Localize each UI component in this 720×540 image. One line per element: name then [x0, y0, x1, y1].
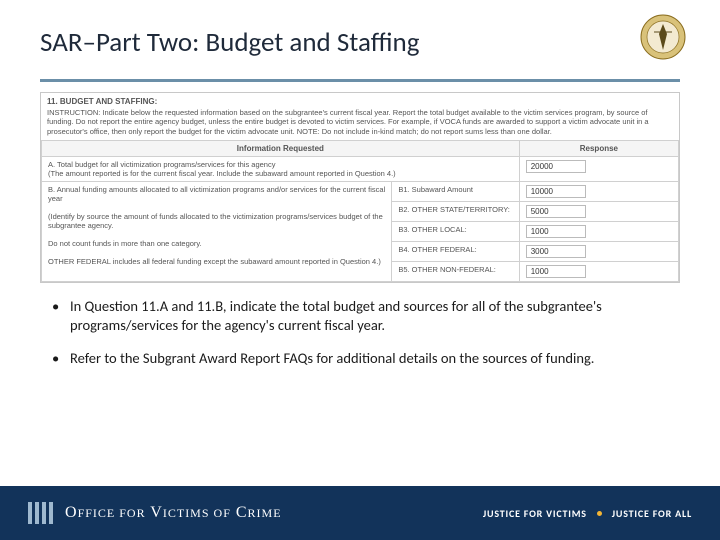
col-header-response: Response — [519, 141, 678, 157]
b1-value: 10000 — [526, 185, 586, 198]
b1-label: B1. Subaward Amount — [392, 182, 519, 202]
b5-label: B5. OTHER NON-FEDERAL: — [392, 262, 519, 282]
row-a-label: A. Total budget for all victimization pr… — [42, 157, 520, 182]
footer-tag-2: JUSTICE FOR ALL — [612, 507, 692, 520]
col-header-info: Information Requested — [42, 141, 520, 157]
ovc-pillars-icon — [28, 502, 53, 524]
b5-value: 1000 — [526, 265, 586, 278]
form-section-number: 11. BUDGET AND STAFFING: — [41, 93, 679, 108]
footer-bar: OFFICE FOR VICTIMS OF CRIME JUSTICE FOR … — [0, 486, 720, 540]
b3-value: 1000 — [526, 225, 586, 238]
explanatory-bullets: In Question 11.A and 11.B, indicate the … — [52, 297, 668, 368]
footer-office-name: OFFICE FOR VICTIMS OF CRIME — [65, 504, 282, 522]
b4-value: 3000 — [526, 245, 586, 258]
header-rule — [40, 79, 680, 82]
b2-value: 5000 — [526, 205, 586, 218]
budget-table: Information Requested Response A. Total … — [41, 140, 679, 282]
footer-tag-1: JUSTICE FOR VICTIMS — [483, 507, 587, 520]
b3-label: B3. OTHER LOCAL: — [392, 222, 519, 242]
b2-label: B2. OTHER STATE/TERRITORY: — [392, 202, 519, 222]
row-a-value: 20000 — [526, 160, 586, 173]
bullet-1: In Question 11.A and 11.B, indicate the … — [52, 297, 668, 335]
page-title: SAR–Part Two: Budget and Staffing — [40, 26, 680, 59]
b4-label: B4. OTHER FEDERAL: — [392, 242, 519, 262]
form-screenshot: 11. BUDGET AND STAFFING: INSTRUCTION: In… — [40, 92, 680, 283]
doj-seal-icon — [640, 14, 686, 60]
row-a-response: 20000 — [519, 157, 678, 182]
footer-dot-icon — [597, 511, 602, 516]
form-instruction: INSTRUCTION: Indicate below the requeste… — [41, 108, 679, 140]
bullet-2: Refer to the Subgrant Award Report FAQs … — [52, 349, 668, 368]
row-b-label: B. Annual funding amounts allocated to a… — [42, 182, 392, 282]
